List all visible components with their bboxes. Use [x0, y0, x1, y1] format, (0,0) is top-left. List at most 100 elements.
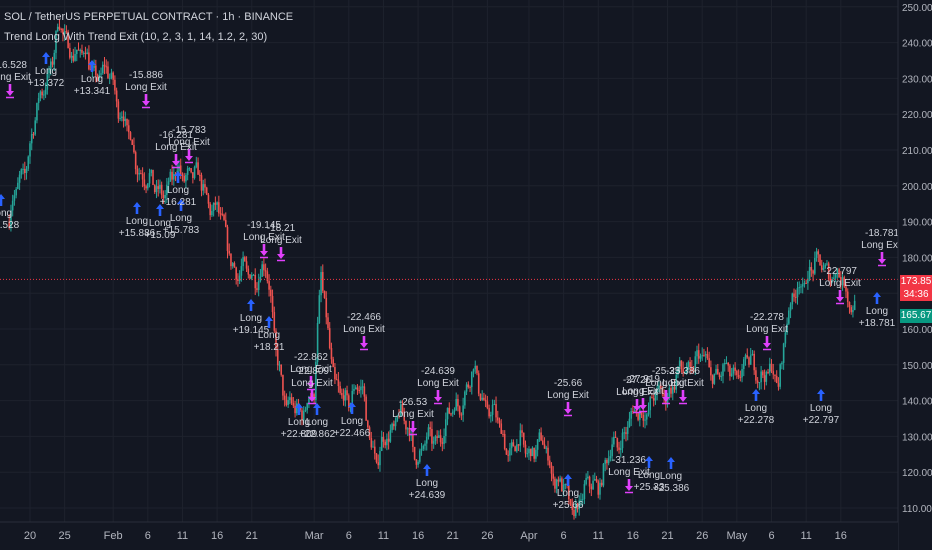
- candle-body: [401, 404, 404, 415]
- long-exit-arrow-icon: [260, 244, 268, 256]
- time-tick-label: 6: [768, 530, 774, 542]
- candle-body: [748, 357, 750, 365]
- long-entry-arrow-icon: [348, 402, 356, 414]
- candle-body: [171, 171, 173, 180]
- candle-body: [190, 168, 192, 173]
- symbol-title[interactable]: SOL / TetherUS PERPETUAL CONTRACT · 1h ·…: [4, 11, 294, 23]
- candle-body: [107, 66, 109, 78]
- trade-value: +25.66: [553, 500, 584, 511]
- candle-body: [438, 435, 440, 438]
- candle-body: [242, 257, 244, 267]
- trade-label: Long Exit: [243, 232, 285, 243]
- candle-body: [829, 278, 832, 282]
- candle-body: [245, 261, 248, 269]
- candle-body: [512, 442, 515, 447]
- candle-body: [834, 273, 837, 278]
- candle-body: [723, 363, 726, 365]
- time-axis[interactable]: 20 25 Feb 6 11 16 21 Mar 6 11 16 21 26 Apr 6 11 16 21 26 Ma…: [0, 521, 898, 550]
- candle-body: [60, 28, 62, 30]
- candle-body: [131, 139, 134, 145]
- candle-body: [445, 419, 447, 437]
- time-tick-label: 16: [835, 530, 847, 542]
- candle-body: [13, 195, 16, 201]
- candle-body: [583, 484, 586, 500]
- candle-body: [652, 398, 655, 401]
- candle-body: [763, 375, 766, 382]
- candle-body: [259, 276, 262, 281]
- candle-body: [285, 399, 288, 405]
- time-tick-label: 6: [145, 530, 151, 542]
- trade-value: +25.386: [653, 483, 690, 494]
- candle-body: [578, 500, 581, 510]
- candle-body: [699, 356, 702, 359]
- candle-body: [302, 411, 305, 421]
- candle-body: [207, 194, 210, 204]
- candle-body: [72, 55, 75, 61]
- candle-body: [276, 349, 279, 366]
- candle-body: [422, 445, 425, 449]
- trade-label: Long Exit: [746, 324, 788, 335]
- time-axis-bg: [0, 522, 898, 550]
- candle-body: [775, 375, 778, 384]
- candle-body: [791, 293, 794, 305]
- candle-body: [159, 184, 161, 189]
- candle-body: [49, 61, 52, 70]
- candle-body: [488, 408, 490, 417]
- candle-body: [453, 410, 456, 412]
- candle-body: [56, 26, 59, 32]
- candle-body: [39, 91, 42, 99]
- candle-body: [793, 293, 795, 297]
- candle-body: [172, 173, 175, 180]
- candle-body: [543, 444, 546, 449]
- price-tick-label: 190.00: [902, 218, 932, 229]
- time-tick-label: 6: [346, 530, 352, 542]
- candle-body: [30, 134, 33, 144]
- price-tick-label: 140.00: [902, 397, 932, 408]
- candle-body: [306, 403, 308, 410]
- candle-body: [753, 353, 755, 371]
- indicator-title[interactable]: Trend Long With Trend Exit (10, 2, 3, 1,…: [4, 31, 268, 43]
- candle-body: [332, 359, 334, 368]
- candle-body: [557, 479, 560, 482]
- candle-body: [427, 427, 430, 437]
- candle-body: [561, 478, 563, 492]
- ma-value-tag: 165.67: [900, 309, 932, 323]
- candles: [8, 18, 856, 520]
- candle-body: [441, 442, 444, 444]
- candle-body: [666, 397, 669, 405]
- trade-label: Long Exit: [125, 82, 167, 93]
- candle-body: [32, 134, 35, 136]
- trade-value: -27.919: [626, 374, 660, 385]
- time-tick-label: Apr: [520, 530, 537, 542]
- candle-body: [741, 369, 743, 378]
- trade-annotations: Long+16.528-16.528Long ExitLong+13.372Lo…: [0, 52, 903, 511]
- candle-body: [368, 427, 371, 438]
- candle-body: [521, 430, 523, 433]
- candle-body: [63, 31, 66, 35]
- candle-body: [271, 295, 274, 313]
- candle-body: [218, 202, 220, 214]
- candle-body: [20, 169, 23, 175]
- trade-label: Long: [557, 488, 579, 499]
- candle-body: [737, 374, 740, 377]
- candle-body: [658, 384, 660, 389]
- candle-body: [334, 367, 336, 380]
- candle-body: [443, 436, 445, 444]
- candle-body: [479, 393, 482, 400]
- candle-body: [599, 482, 601, 495]
- time-tick-label: 11: [378, 530, 389, 542]
- candle-body: [625, 432, 627, 434]
- candle-body: [469, 387, 471, 389]
- trade-value: -22.809: [295, 366, 329, 377]
- long-exit-arrow-icon: [625, 479, 633, 491]
- candle-body: [204, 184, 206, 188]
- candle-body: [734, 367, 736, 371]
- candle-body: [425, 436, 428, 444]
- long-exit-arrow-icon: [836, 290, 844, 302]
- candle-body: [351, 390, 354, 404]
- candle-body: [382, 436, 385, 442]
- candle-body: [436, 436, 438, 438]
- candle-body: [715, 368, 717, 374]
- candle-body: [751, 353, 754, 356]
